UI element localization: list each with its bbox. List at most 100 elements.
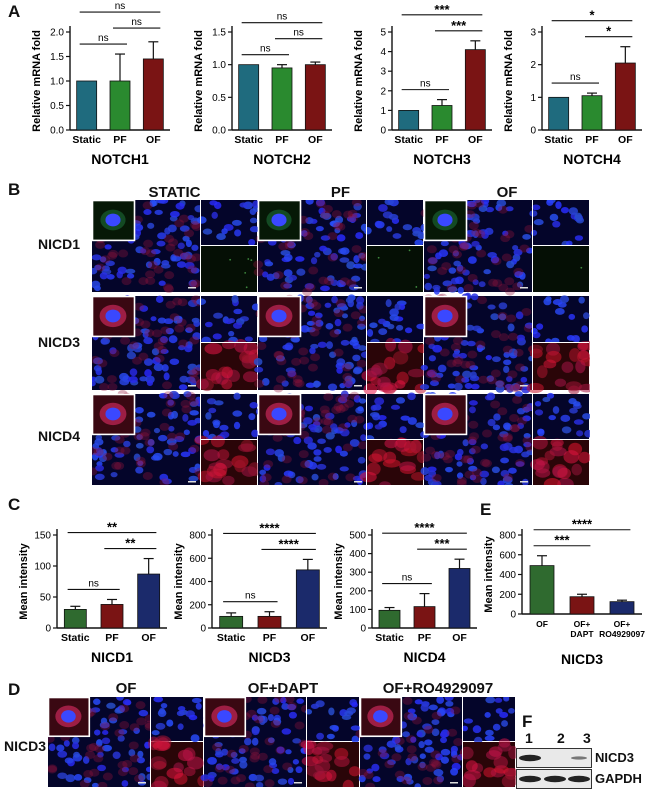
nucleus xyxy=(213,420,220,429)
cell xyxy=(475,340,486,349)
cell xyxy=(238,744,249,753)
cell xyxy=(102,452,113,461)
y-axis-label: Mean intensity xyxy=(18,542,30,619)
cell xyxy=(160,326,171,335)
cell xyxy=(543,477,561,485)
cell xyxy=(48,765,58,774)
nucleus xyxy=(492,356,501,363)
nucleus xyxy=(346,261,356,270)
nucleus xyxy=(251,727,260,736)
cell xyxy=(497,407,508,416)
cell xyxy=(497,742,512,752)
micrograph-tile xyxy=(253,200,371,296)
cell xyxy=(188,398,199,407)
nucleus xyxy=(339,466,349,472)
nucleus xyxy=(333,307,341,314)
cell xyxy=(273,271,284,280)
cell xyxy=(100,722,111,731)
cell xyxy=(236,774,247,783)
cell xyxy=(439,452,450,461)
cell xyxy=(377,376,391,388)
nucleus xyxy=(387,759,396,766)
nucleus xyxy=(466,324,475,331)
nucleus xyxy=(440,737,448,744)
x-tick-label: OF xyxy=(536,619,548,629)
blot-lane-3: 3 xyxy=(583,730,591,746)
nucleus xyxy=(450,751,458,758)
nucleus xyxy=(452,250,459,257)
scale-bar xyxy=(354,287,362,289)
cell xyxy=(275,746,286,755)
cell xyxy=(359,471,377,483)
nucleus xyxy=(427,369,436,378)
nucleus xyxy=(549,213,559,222)
nucleus xyxy=(136,756,145,764)
nucleus xyxy=(514,391,523,397)
cell xyxy=(133,432,144,441)
micrograph-tile xyxy=(300,740,361,787)
nucleus xyxy=(256,707,267,715)
nucleus xyxy=(167,224,177,233)
nucleus xyxy=(157,317,167,324)
nucleus xyxy=(506,260,515,269)
cell xyxy=(406,745,417,754)
cell xyxy=(467,350,478,359)
nucleus xyxy=(420,364,428,371)
micrograph-tile xyxy=(197,200,262,246)
nucleus xyxy=(313,380,321,388)
cell xyxy=(146,249,157,258)
nucleus xyxy=(452,352,460,359)
nucleus xyxy=(566,240,573,246)
cell xyxy=(425,763,436,772)
cell xyxy=(439,348,450,357)
nucleus xyxy=(102,744,112,752)
cell xyxy=(177,298,188,307)
cell xyxy=(472,474,483,483)
cell xyxy=(508,332,519,341)
inset-nucleus xyxy=(61,710,76,723)
cell xyxy=(145,270,156,279)
cell xyxy=(119,721,130,730)
cell xyxy=(257,752,268,761)
nucleus xyxy=(100,717,108,725)
nucleus xyxy=(231,295,239,304)
nucleus xyxy=(573,419,584,425)
cell xyxy=(417,762,428,771)
nucleus xyxy=(456,472,464,479)
cell xyxy=(465,360,476,369)
cell xyxy=(142,201,153,210)
cell xyxy=(500,234,511,243)
nucleus xyxy=(566,334,575,341)
nucleus xyxy=(372,413,381,421)
nucleus xyxy=(363,753,371,760)
nucleus xyxy=(353,202,362,211)
cell xyxy=(431,374,442,383)
cell xyxy=(320,409,331,418)
nucleus xyxy=(63,740,70,747)
nucleus xyxy=(438,249,449,258)
nucleus xyxy=(428,704,438,711)
chart-notch3: 0 1 2 3 4 5 Relative mRNA fold Static PF OF NOTCH3… xyxy=(353,2,492,167)
nucleus xyxy=(468,438,477,446)
nucleus xyxy=(158,434,168,442)
cell xyxy=(357,318,368,327)
cell xyxy=(513,348,524,357)
nucleus xyxy=(274,481,283,485)
nucleus xyxy=(415,422,426,429)
nucleus xyxy=(351,419,358,428)
cell xyxy=(307,363,318,372)
nucleus xyxy=(458,352,467,359)
cell xyxy=(505,287,516,296)
cell xyxy=(455,266,466,275)
nucleus xyxy=(187,419,198,426)
cell xyxy=(213,462,228,477)
cell xyxy=(307,299,318,308)
cell xyxy=(100,255,111,264)
cell xyxy=(174,324,185,333)
nucleus xyxy=(105,260,115,267)
cell xyxy=(264,779,275,787)
cell xyxy=(150,780,167,787)
nucleus xyxy=(231,219,242,226)
nucleus xyxy=(472,325,482,332)
cell xyxy=(102,772,113,781)
